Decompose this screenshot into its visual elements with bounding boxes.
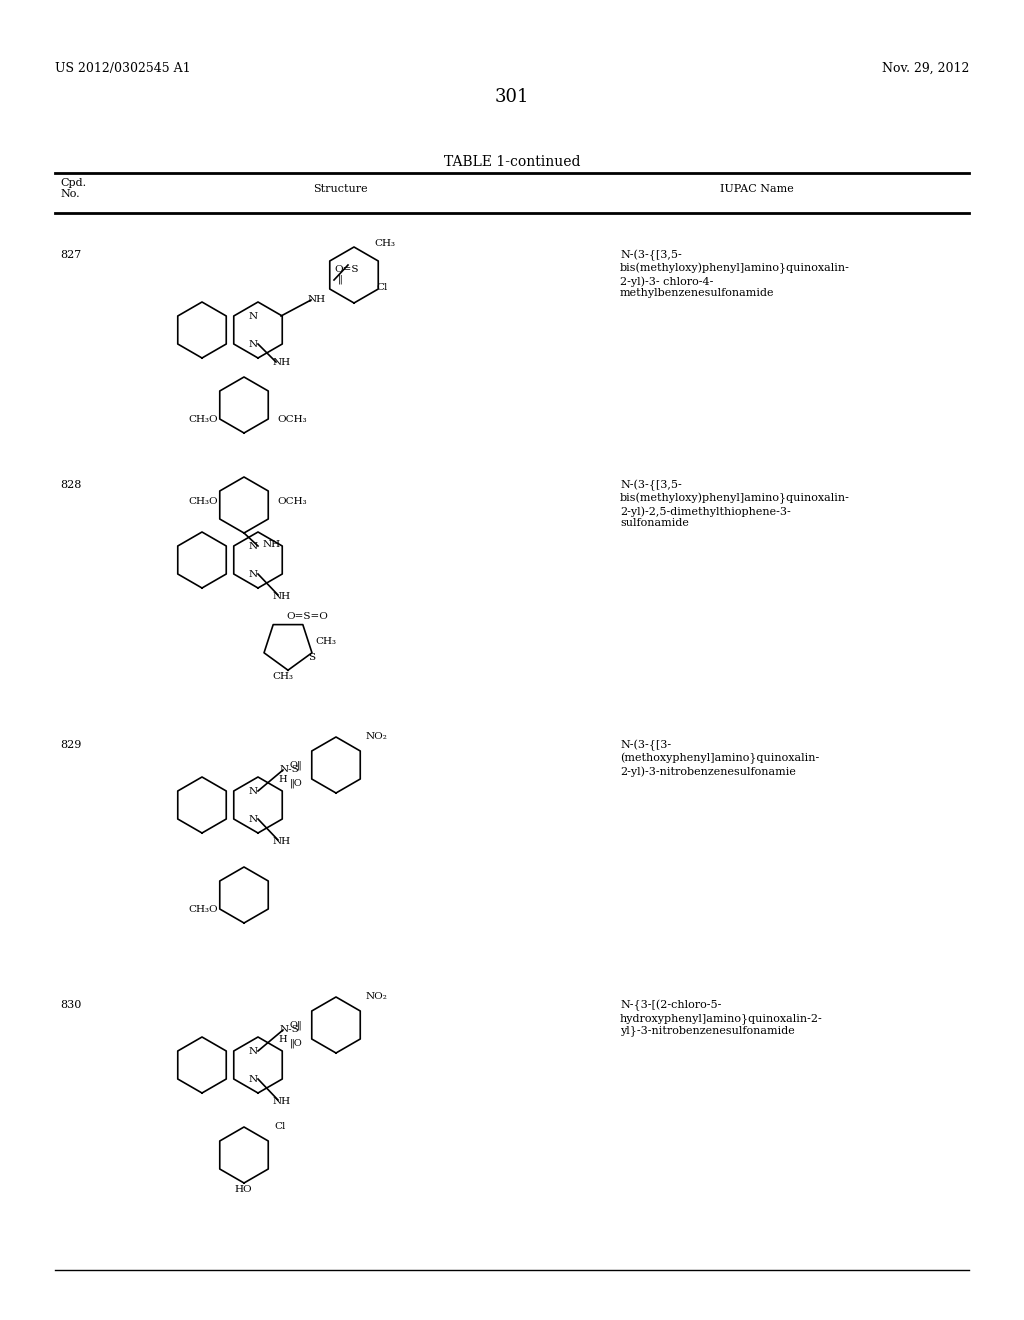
Text: N: N (249, 570, 258, 579)
Text: Cl: Cl (274, 1122, 286, 1131)
Text: CH₃O: CH₃O (188, 906, 218, 913)
Text: NH: NH (308, 294, 326, 304)
Text: ‖: ‖ (338, 275, 343, 285)
Text: N-{3-[(2-chloro-5-
hydroxyphenyl]amino}quinoxalin-2-
yl}-3-nitrobenzenesulfonami: N-{3-[(2-chloro-5- hydroxyphenyl]amino}q… (620, 1001, 822, 1036)
Text: N-S: N-S (280, 1026, 300, 1034)
Text: NH: NH (263, 540, 282, 549)
Text: N: N (249, 1074, 258, 1084)
Text: N-(3-{[3,5-
bis(methyloxy)phenyl]amino}quinoxalin-
2-yl)-3- chloro-4-
methylbenz: N-(3-{[3,5- bis(methyloxy)phenyl]amino}q… (620, 249, 850, 298)
Text: Nov. 29, 2012: Nov. 29, 2012 (882, 62, 969, 75)
Text: 827: 827 (60, 249, 81, 260)
Text: N-(3-{[3-
(methoxyphenyl]amino}quinoxalin-
2-yl)-3-nitrobenzenesulfonamie: N-(3-{[3- (methoxyphenyl]amino}quinoxali… (620, 741, 819, 776)
Text: HO: HO (234, 1185, 252, 1195)
Text: ‖O: ‖O (290, 1039, 303, 1048)
Text: NH: NH (273, 358, 291, 367)
Text: O‖: O‖ (290, 1020, 303, 1031)
Text: IUPAC Name: IUPAC Name (720, 183, 794, 194)
Text: H: H (278, 1035, 287, 1044)
Text: CH₃: CH₃ (272, 672, 294, 681)
Text: N: N (249, 814, 258, 824)
Text: NO₂: NO₂ (366, 993, 388, 1001)
Text: 301: 301 (495, 88, 529, 106)
Text: N: N (249, 1047, 258, 1056)
Text: 830: 830 (60, 1001, 81, 1010)
Text: OCH₃: OCH₃ (278, 498, 306, 506)
Text: No.: No. (60, 189, 80, 199)
Text: N: N (249, 543, 258, 550)
Text: NH: NH (273, 591, 291, 601)
Text: O‖: O‖ (290, 762, 303, 771)
Text: Cpd.: Cpd. (60, 178, 86, 187)
Text: NO₂: NO₂ (366, 733, 388, 741)
Text: N: N (249, 787, 258, 796)
Text: N-(3-{[3,5-
bis(methyloxy)phenyl]amino}quinoxalin-
2-yl)-2,5-dimethylthiophene-3: N-(3-{[3,5- bis(methyloxy)phenyl]amino}q… (620, 480, 850, 528)
Text: Structure: Structure (312, 183, 368, 194)
Text: N: N (249, 312, 258, 321)
Text: Cl: Cl (376, 282, 387, 292)
Text: CH₃O: CH₃O (188, 498, 218, 506)
Text: OCH₃: OCH₃ (278, 414, 306, 424)
Text: O=S=O: O=S=O (286, 612, 328, 620)
Text: 828: 828 (60, 480, 81, 490)
Text: US 2012/0302545 A1: US 2012/0302545 A1 (55, 62, 190, 75)
Text: H: H (278, 775, 287, 784)
Text: N: N (249, 341, 258, 348)
Text: O=S: O=S (334, 265, 358, 275)
Text: NH: NH (273, 837, 291, 846)
Text: TABLE 1-continued: TABLE 1-continued (443, 154, 581, 169)
Text: CH₃: CH₃ (374, 239, 395, 248)
Text: 829: 829 (60, 741, 81, 750)
Text: ‖O: ‖O (290, 779, 303, 788)
Text: NH: NH (273, 1097, 291, 1106)
Text: S: S (308, 653, 315, 663)
Text: CH₃O: CH₃O (188, 414, 218, 424)
Text: N-S: N-S (280, 766, 300, 774)
Text: CH₃: CH₃ (315, 638, 336, 645)
